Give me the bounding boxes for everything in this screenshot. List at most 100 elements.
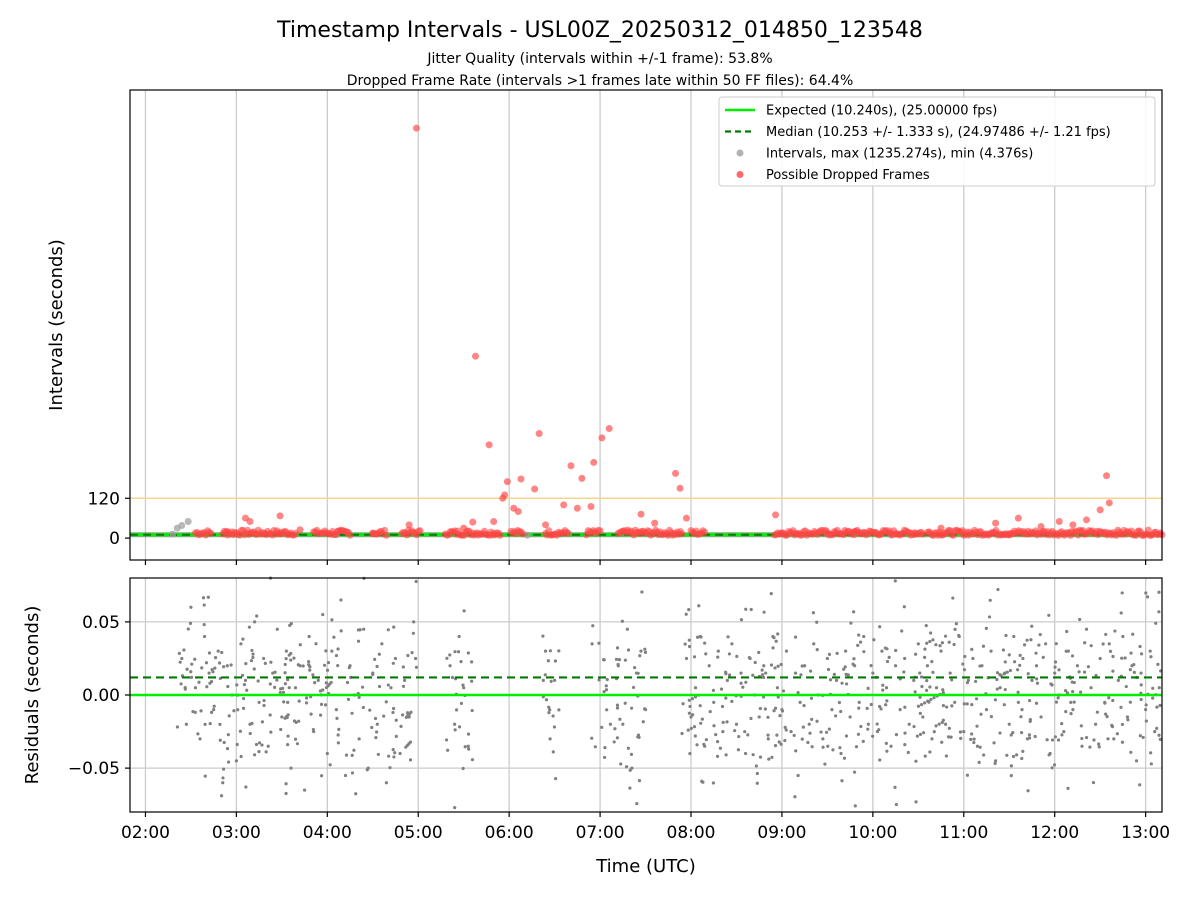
- residual-point: [309, 712, 313, 716]
- bottom-y-tick-label: −0.05: [68, 759, 120, 779]
- residual-point: [1144, 708, 1148, 712]
- residual-point: [343, 773, 348, 778]
- residual-point: [992, 741, 996, 745]
- residual-point: [1002, 703, 1006, 707]
- residual-point: [206, 595, 210, 599]
- residual-point: [809, 696, 814, 700]
- residual-point: [384, 781, 389, 785]
- residual-point: [229, 663, 233, 667]
- dropped-frame-point: [651, 519, 659, 527]
- residual-point: [461, 766, 465, 771]
- dropped-frame-point: [469, 518, 477, 526]
- residual-point: [1119, 611, 1123, 615]
- dropped-frame-point: [296, 526, 304, 534]
- residual-point: [704, 738, 708, 742]
- residual-point: [1037, 643, 1041, 647]
- residual-point: [392, 755, 396, 759]
- residual-point: [255, 614, 259, 618]
- residual-point: [708, 709, 712, 714]
- residual-point: [749, 716, 753, 721]
- residual-point: [1026, 789, 1030, 793]
- residual-point: [1144, 591, 1148, 595]
- residual-point: [1060, 733, 1064, 737]
- residual-point: [902, 605, 906, 609]
- residual-point: [821, 745, 825, 749]
- residual-point: [1107, 696, 1111, 700]
- residual-point: [915, 734, 920, 738]
- residual-point: [603, 746, 607, 750]
- residual-point: [1044, 642, 1048, 646]
- dropped-frame-point: [992, 519, 1000, 527]
- residual-point: [615, 706, 620, 710]
- residual-point: [250, 721, 254, 726]
- residual-point: [462, 609, 466, 613]
- residual-point: [326, 661, 331, 665]
- residual-point: [776, 632, 780, 636]
- residual-point: [281, 686, 285, 690]
- residual-point: [884, 686, 889, 690]
- interval-point: [184, 517, 192, 525]
- residual-point: [776, 664, 780, 668]
- residual-point: [799, 673, 803, 677]
- residual-point: [226, 684, 230, 689]
- residual-point: [217, 661, 222, 665]
- residual-point: [724, 753, 728, 757]
- residual-point: [916, 642, 920, 646]
- residual-point: [1050, 683, 1054, 687]
- residual-point: [189, 675, 194, 679]
- residual-point: [1066, 786, 1070, 790]
- residual-point: [1050, 738, 1055, 742]
- residual-point: [257, 750, 261, 754]
- residual-point: [918, 711, 922, 715]
- residual-point: [802, 704, 806, 708]
- residual-point: [328, 763, 332, 767]
- residual-point: [1020, 708, 1024, 712]
- dropped-frame-point: [1069, 521, 1077, 529]
- residual-point: [707, 664, 711, 668]
- residual-point: [273, 685, 277, 689]
- residual-point: [989, 649, 993, 653]
- residual-point: [875, 722, 879, 726]
- residual-point: [1069, 700, 1073, 704]
- residual-point: [1082, 670, 1087, 674]
- residual-point: [197, 680, 201, 684]
- residual-point: [334, 708, 338, 712]
- x-tick-label: 08:00: [667, 823, 716, 843]
- residual-point: [297, 719, 301, 723]
- residual-point: [1089, 644, 1093, 648]
- residual-point: [1003, 660, 1007, 664]
- residual-point: [1111, 698, 1115, 703]
- residual-point: [777, 740, 781, 744]
- residuals-panel: 0.05 0.00 −0.05 02:00 03:00 04:00 05:00 06:00 07…: [68, 576, 1170, 843]
- residual-point: [739, 618, 744, 622]
- residual-point: [553, 678, 557, 682]
- residual-point: [232, 709, 236, 713]
- residual-point: [1079, 724, 1083, 728]
- residual-point: [638, 654, 642, 658]
- residual-point: [862, 634, 866, 639]
- x-tick-label: 11:00: [939, 823, 988, 843]
- residual-point: [928, 639, 932, 644]
- residual-point: [683, 642, 687, 646]
- residual-point: [962, 702, 966, 706]
- residual-point: [808, 731, 812, 735]
- residual-point: [399, 724, 403, 728]
- dropped-frame-point: [510, 504, 518, 512]
- residual-point: [931, 638, 935, 642]
- residual-point: [1139, 671, 1143, 675]
- x-tick-label: 05:00: [394, 823, 443, 843]
- residual-point: [1038, 633, 1042, 637]
- residual-point: [796, 773, 800, 778]
- residual-point: [680, 731, 684, 736]
- residual-point: [1104, 632, 1108, 637]
- residual-point: [735, 654, 739, 658]
- residual-point: [826, 667, 831, 672]
- residual-point: [202, 603, 206, 607]
- residual-point: [293, 737, 298, 741]
- residual-point: [1007, 722, 1011, 726]
- residual-point: [961, 662, 965, 666]
- x-tick-label: 03:00: [212, 823, 261, 843]
- residual-point: [903, 743, 907, 747]
- dropped-frame-point: [596, 527, 604, 535]
- residual-point: [815, 620, 819, 624]
